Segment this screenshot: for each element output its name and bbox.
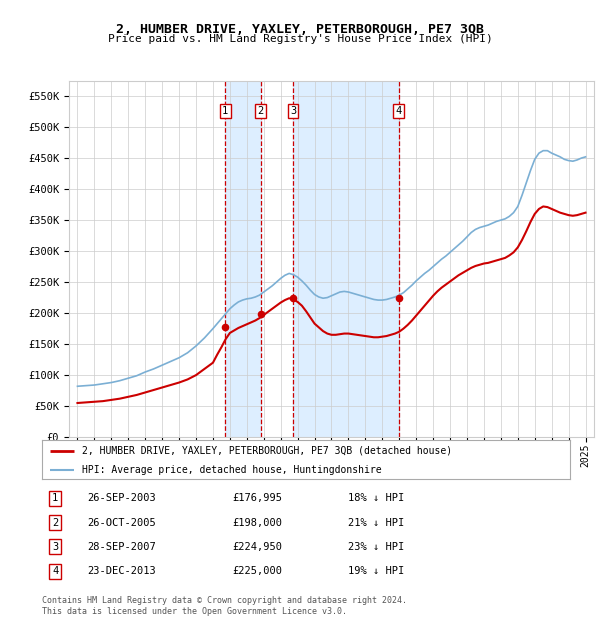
Text: HPI: Average price, detached house, Huntingdonshire: HPI: Average price, detached house, Hunt…: [82, 465, 381, 475]
Text: £225,000: £225,000: [232, 566, 282, 576]
Text: 3: 3: [52, 542, 58, 552]
Text: 23-DEC-2013: 23-DEC-2013: [87, 566, 155, 576]
Text: 26-OCT-2005: 26-OCT-2005: [87, 518, 155, 528]
Point: [256, 309, 266, 319]
Text: £224,950: £224,950: [232, 542, 282, 552]
Text: 2, HUMBER DRIVE, YAXLEY, PETERBOROUGH, PE7 3QB (detached house): 2, HUMBER DRIVE, YAXLEY, PETERBOROUGH, P…: [82, 446, 452, 456]
Text: 28-SEP-2007: 28-SEP-2007: [87, 542, 155, 552]
Text: 23% ↓ HPI: 23% ↓ HPI: [348, 542, 404, 552]
Text: 26-SEP-2003: 26-SEP-2003: [87, 494, 155, 503]
Text: 21% ↓ HPI: 21% ↓ HPI: [348, 518, 404, 528]
Text: 1: 1: [222, 106, 229, 116]
Text: £176,995: £176,995: [232, 494, 282, 503]
Text: 19% ↓ HPI: 19% ↓ HPI: [348, 566, 404, 576]
Text: Price paid vs. HM Land Registry's House Price Index (HPI): Price paid vs. HM Land Registry's House …: [107, 34, 493, 44]
Text: £198,000: £198,000: [232, 518, 282, 528]
Bar: [293, 81, 399, 437]
Text: Contains HM Land Registry data © Crown copyright and database right 2024.
This d: Contains HM Land Registry data © Crown c…: [42, 596, 407, 616]
Text: 3: 3: [290, 106, 296, 116]
Text: 4: 4: [396, 106, 402, 116]
Point: [221, 322, 230, 332]
Text: 18% ↓ HPI: 18% ↓ HPI: [348, 494, 404, 503]
Text: 2, HUMBER DRIVE, YAXLEY, PETERBOROUGH, PE7 3QB: 2, HUMBER DRIVE, YAXLEY, PETERBOROUGH, P…: [116, 23, 484, 36]
Bar: [226, 81, 261, 437]
Text: 2: 2: [257, 106, 264, 116]
Text: 1: 1: [52, 494, 58, 503]
Point: [288, 293, 298, 303]
Text: 2: 2: [52, 518, 58, 528]
Text: 4: 4: [52, 566, 58, 576]
Point: [394, 293, 404, 303]
